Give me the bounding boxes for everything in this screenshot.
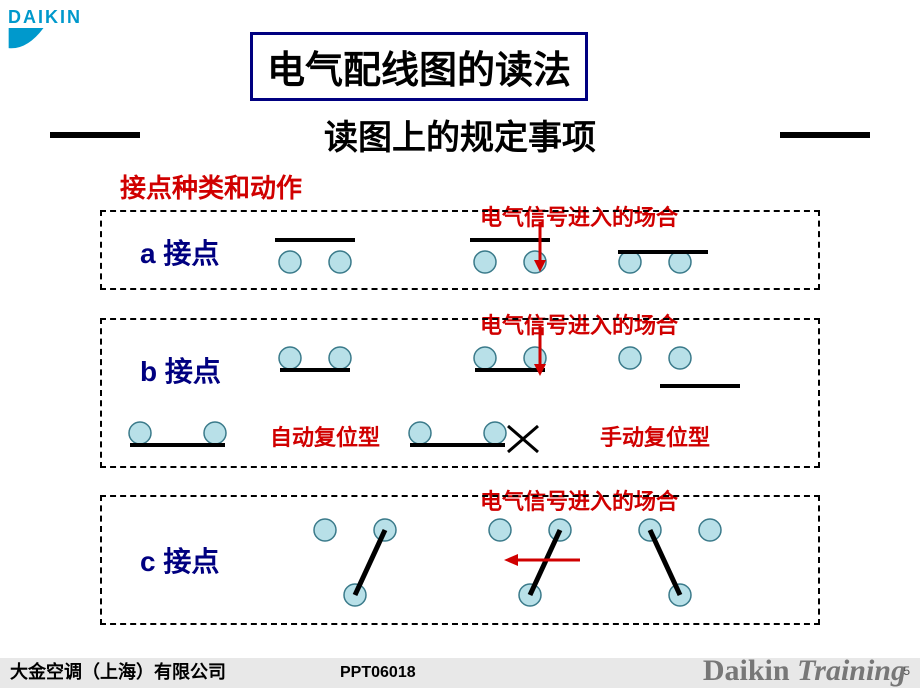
logo-text: DAIKIN — [8, 8, 118, 26]
logo-swoosh-icon — [8, 28, 46, 50]
footer-right: Daikin Training — [703, 654, 906, 688]
auto-reset-label: 自动复位型 — [270, 420, 380, 452]
logo: DAIKIN — [8, 8, 118, 55]
decor-line-right — [780, 132, 870, 138]
decor-line-left — [50, 132, 140, 138]
row-c-diagram — [100, 495, 820, 635]
section-heading: 接点种类和动作 — [120, 168, 302, 205]
subtitle: 读图上的规定事项 — [324, 110, 596, 159]
footer-left: 大金空调（上海）有限公司 — [10, 658, 226, 684]
manual-reset-label: 手动复位型 — [600, 420, 710, 452]
row-a-diagram — [100, 210, 820, 300]
page-title: 电气配线图的读法 — [250, 32, 588, 101]
row-b-diagram — [100, 318, 820, 478]
footer-mid: PPT06018 — [340, 664, 416, 682]
footer-brand: Daikin — [703, 654, 797, 687]
page-number: 5 — [903, 664, 910, 678]
footer-training: Training — [797, 654, 906, 687]
subtitle-row: 读图上的规定事项 — [0, 110, 920, 159]
